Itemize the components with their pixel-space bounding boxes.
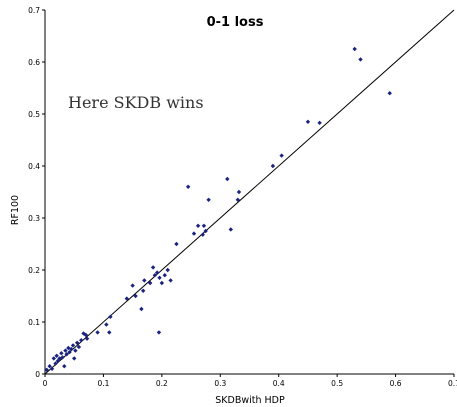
x-axis-label: SKDBwith HDP bbox=[215, 395, 285, 406]
data-point bbox=[53, 361, 58, 366]
x-tick-label: 0.2 bbox=[156, 379, 168, 388]
chart-title: 0-1 loss bbox=[207, 15, 264, 30]
x-tick-label: 0.7 bbox=[448, 379, 457, 388]
data-point bbox=[150, 265, 156, 270]
data-point bbox=[162, 273, 167, 278]
x-tick-label: 0.6 bbox=[390, 379, 402, 388]
data-point bbox=[147, 280, 153, 286]
annotation-text: Here SKDB wins bbox=[68, 93, 204, 112]
y-tick-label: 0.4 bbox=[28, 162, 40, 171]
data-point bbox=[70, 343, 76, 348]
data-point bbox=[191, 231, 197, 236]
data-point bbox=[140, 288, 146, 293]
data-point bbox=[228, 227, 234, 232]
data-point bbox=[152, 273, 158, 278]
data-point bbox=[206, 197, 211, 202]
data-point bbox=[67, 349, 72, 355]
ticks: 0 0.1 0.2 0.3 0.4 0.5 0.6 0.7 0 0.1 0.2 0.3 0.4 0.5 0.… bbox=[28, 6, 457, 388]
data-point bbox=[54, 353, 59, 358]
x-tick-label: 0.1 bbox=[97, 379, 109, 388]
data-point bbox=[124, 296, 129, 301]
x-tick-label: 0.5 bbox=[331, 379, 343, 388]
data-point bbox=[270, 163, 276, 169]
data-point bbox=[73, 348, 78, 353]
data-point bbox=[107, 330, 112, 335]
y-tick-label: 0.2 bbox=[28, 266, 40, 275]
data-point bbox=[139, 306, 144, 312]
data-point bbox=[79, 338, 84, 343]
data-point bbox=[185, 184, 191, 189]
y-axis-label: RF100 bbox=[10, 195, 21, 225]
data-point bbox=[63, 348, 68, 353]
y-tick-label: 0.6 bbox=[28, 58, 40, 67]
data-point bbox=[49, 366, 55, 371]
data-point bbox=[83, 332, 89, 338]
data-point bbox=[108, 314, 113, 319]
data-point bbox=[62, 364, 67, 369]
x-tick-label: 0.3 bbox=[214, 379, 226, 388]
data-point bbox=[174, 241, 179, 247]
data-point bbox=[130, 283, 135, 288]
data-point bbox=[156, 330, 162, 335]
y-tick-label: 0 bbox=[35, 370, 40, 379]
data-point bbox=[201, 223, 207, 228]
data-point bbox=[95, 330, 100, 335]
data-point bbox=[200, 232, 205, 237]
data-point bbox=[59, 351, 64, 356]
data-point bbox=[279, 153, 284, 158]
data-point bbox=[387, 91, 392, 96]
data-point bbox=[74, 340, 80, 345]
data-point bbox=[157, 275, 162, 280]
y-tick-label: 0.3 bbox=[28, 214, 40, 223]
data-point bbox=[352, 46, 357, 52]
data-point bbox=[72, 356, 77, 361]
data-point bbox=[317, 120, 322, 126]
data-point bbox=[47, 364, 52, 369]
data-point bbox=[358, 57, 363, 62]
data-point bbox=[225, 176, 230, 182]
y-tick-label: 0.5 bbox=[28, 110, 40, 119]
y-tick-label: 0.7 bbox=[28, 6, 40, 15]
data-point bbox=[235, 197, 241, 202]
data-point bbox=[64, 352, 69, 357]
data-point bbox=[69, 346, 74, 352]
axes bbox=[44, 10, 454, 375]
data-point bbox=[44, 367, 49, 373]
data-point bbox=[84, 336, 90, 341]
data-point bbox=[203, 228, 208, 234]
data-point bbox=[168, 278, 173, 283]
data-point bbox=[104, 322, 109, 327]
data-point bbox=[236, 189, 242, 195]
data-points bbox=[44, 46, 392, 373]
data-point bbox=[142, 278, 147, 283]
data-point bbox=[195, 223, 201, 228]
x-tick-label: 0.4 bbox=[273, 379, 285, 388]
data-point bbox=[165, 267, 170, 273]
data-point bbox=[76, 344, 82, 350]
data-point bbox=[154, 270, 160, 275]
reference-line bbox=[44, 9, 455, 375]
data-point bbox=[51, 356, 56, 361]
y-tick-label: 0.1 bbox=[28, 318, 40, 327]
x-tick-label: 0 bbox=[43, 379, 48, 388]
data-point bbox=[305, 119, 311, 124]
data-point bbox=[133, 293, 138, 299]
data-point bbox=[159, 280, 165, 286]
data-point bbox=[60, 355, 65, 360]
